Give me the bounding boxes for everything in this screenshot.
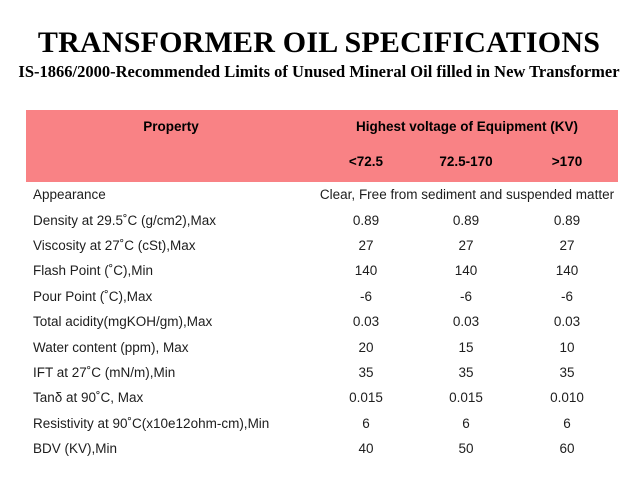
property-cell: Appearance: [33, 187, 106, 203]
spec-table-header: Property Highest voltage of Equipment (K…: [26, 110, 619, 182]
property-cell: Pour Point (˚C),Max: [33, 288, 153, 304]
value-cell: 0.015: [349, 390, 383, 406]
value-cell: 0.03: [553, 314, 581, 330]
column-header-voltage-mid: 72.5-170: [416, 151, 516, 182]
value-cell: 0.010: [550, 390, 584, 406]
value-cell: 15: [458, 339, 474, 355]
value-cell: -6: [561, 288, 574, 304]
table-row: Tanδ at 90˚C, Max 0.015 0.015 0.010: [26, 385, 618, 410]
column-header-voltage-low: <72.5: [316, 151, 416, 182]
table-row: Water content (ppm), Max 20 15 10: [26, 334, 618, 359]
value-cell: 0.03: [452, 314, 480, 330]
value-cell: 0.89: [352, 212, 380, 228]
value-cell: -6: [359, 288, 372, 304]
column-header-property: Property: [26, 110, 316, 182]
table-row: BDV (KV),Min 40 50 60: [26, 436, 618, 461]
value-cell-span: Clear, Free from sediment and suspended …: [319, 187, 615, 203]
property-cell: IFT at 27˚C (mN/m),Min: [33, 364, 176, 380]
value-cell: 140: [454, 263, 478, 279]
value-cell: 27: [358, 237, 374, 253]
table-row: Total acidity(mgKOH/gm),Max 0.03 0.03 0.03: [26, 309, 618, 334]
table-row: Appearance Clear, Free from sediment and …: [26, 182, 618, 207]
value-cell: 27: [559, 237, 575, 253]
value-cell: 35: [458, 364, 474, 380]
column-header-voltage-high: >170: [516, 151, 619, 182]
value-cell: 6: [563, 415, 571, 431]
value-cell: -6: [459, 288, 472, 304]
table-row: Viscosity at 27˚C (cSt),Max 27 27 27: [26, 233, 618, 258]
value-cell: 140: [354, 263, 378, 279]
value-cell: 60: [559, 441, 575, 457]
value-cell: 35: [559, 364, 575, 380]
page-subtitle: IS-1866/2000-Recommended Limits of Unuse…: [18, 62, 620, 81]
value-cell: 6: [462, 415, 470, 431]
value-cell: 140: [555, 263, 579, 279]
value-cell: 50: [458, 441, 474, 457]
value-cell: 0.89: [553, 212, 581, 228]
value-cell: 0.015: [449, 390, 483, 406]
property-cell: Resistivity at 90˚C(x10e12ohm-cm),Min: [33, 415, 270, 431]
property-cell: BDV (KV),Min: [33, 441, 118, 457]
property-cell: Water content (ppm), Max: [33, 339, 189, 355]
value-cell: 20: [358, 339, 374, 355]
spec-table-body: Appearance Clear, Free from sediment and …: [26, 182, 618, 461]
header-row-voltages: <72.5 72.5-170 >170: [26, 151, 619, 182]
table-row: Resistivity at 90˚C(x10e12ohm-cm),Min 6 6 6: [26, 411, 618, 436]
property-cell: Flash Point (˚C),Min: [33, 263, 154, 279]
property-cell: Total acidity(mgKOH/gm),Max: [33, 314, 213, 330]
value-cell: 0.89: [452, 212, 480, 228]
value-cell: 40: [358, 441, 374, 457]
page-title: TRANSFORMER OIL SPECIFICATIONS: [37, 26, 601, 59]
property-cell: Tanδ at 90˚C, Max: [33, 390, 144, 406]
table-row: Density at 29.5˚C (g/cm2),Max 0.89 0.89 0.8…: [26, 207, 618, 232]
table-row: Pour Point (˚C),Max -6 -6 -6: [26, 284, 618, 309]
header-row-group: Property Highest voltage of Equipment (K…: [26, 110, 619, 182]
table-row: Flash Point (˚C),Min 140 140 140: [26, 258, 618, 283]
column-header-voltage-group: Highest voltage of Equipment (KV): [316, 110, 619, 151]
property-cell: Viscosity at 27˚C (cSt),Max: [33, 237, 196, 253]
value-cell: 6: [362, 415, 370, 431]
table-row: IFT at 27˚C (mN/m),Min 35 35 35: [26, 360, 618, 385]
value-cell: 0.03: [352, 314, 380, 330]
value-cell: 27: [458, 237, 474, 253]
spec-table: Property Highest voltage of Equipment (K…: [26, 110, 619, 461]
value-cell: 35: [358, 364, 374, 380]
value-cell: 10: [559, 339, 575, 355]
property-cell: Density at 29.5˚C (g/cm2),Max: [33, 212, 217, 228]
